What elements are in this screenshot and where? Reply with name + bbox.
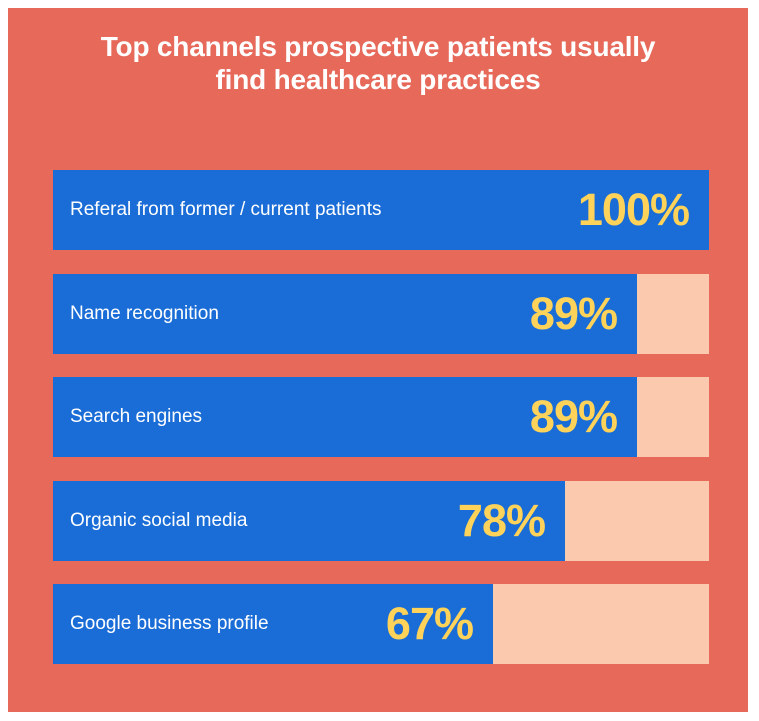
- chart-panel: Top channels prospective patients usuall…: [8, 8, 748, 712]
- bar-label-5: Google business profile: [70, 613, 269, 634]
- bar-track-2: Name recognition 89%: [53, 274, 709, 354]
- bar-label-2: Name recognition: [70, 303, 219, 324]
- bar-track-1: Referal from former / current patients 10…: [53, 170, 709, 250]
- bar-value-1: 100%: [577, 184, 690, 235]
- bar-5: Google business profile 67%: [53, 584, 493, 664]
- bar-label-4: Organic social media: [70, 510, 248, 531]
- bar-4: Organic social media 78%: [53, 481, 565, 561]
- bar-label-1: Referal from former / current patients: [70, 199, 382, 220]
- bar-label-3: Search engines: [70, 406, 203, 427]
- bar-1: Referal from former / current patients 10…: [53, 170, 709, 250]
- bar-value-3: 89%: [529, 391, 618, 442]
- bar-track-5: Google business profile 67%: [53, 584, 709, 664]
- bar-2: Name recognition 89%: [53, 274, 637, 354]
- bar-chart: Referal from former / current patients 10…: [8, 8, 748, 712]
- bar-value-4: 78%: [457, 495, 546, 546]
- bar-value-5: 67%: [385, 598, 474, 649]
- chart-title: Top channels prospective patients usuall…: [100, 31, 656, 95]
- bar-track-3: Search engines 89%: [53, 377, 709, 457]
- bar-3: Search engines 89%: [53, 377, 637, 457]
- bar-value-2: 89%: [529, 288, 618, 339]
- bar-track-4: Organic social media 78%: [53, 481, 709, 561]
